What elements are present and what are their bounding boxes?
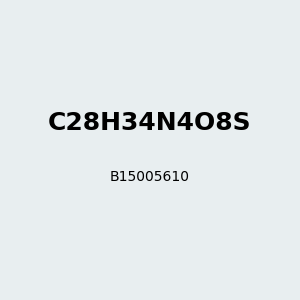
Text: B15005610: B15005610 (110, 170, 190, 184)
Text: C28H34N4O8S: C28H34N4O8S (48, 111, 252, 135)
